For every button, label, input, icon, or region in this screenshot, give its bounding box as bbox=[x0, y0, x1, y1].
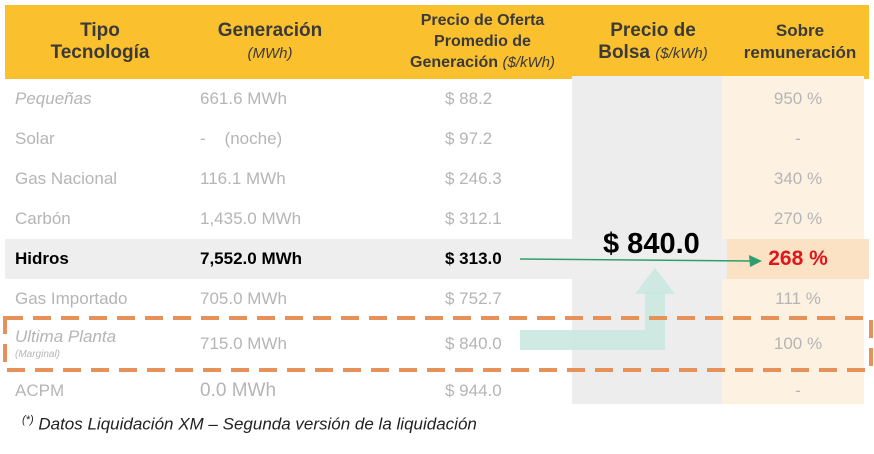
row-tech: Gas Importado bbox=[15, 289, 128, 308]
row-tech: Pequeñas bbox=[15, 89, 92, 108]
row-precio: $ 246.3 bbox=[445, 169, 502, 188]
row-generacion: 705.0 MWh bbox=[200, 289, 287, 308]
row-sobre: 270 % bbox=[773, 209, 823, 228]
row-sobre: - bbox=[795, 381, 801, 400]
row-precio: $ 313.0 bbox=[445, 249, 502, 268]
header-precio-oferta: Precio de Oferta Promedio de Generación … bbox=[390, 10, 575, 73]
hidros-arrow-head bbox=[749, 255, 762, 267]
table-row: Ultima Planta (Marginal) 715.0 MWh $ 840… bbox=[5, 324, 869, 364]
row-precio: $ 840.0 bbox=[445, 334, 502, 353]
row-generacion: - (noche) bbox=[200, 129, 283, 148]
row-precio: $ 97.2 bbox=[445, 129, 493, 148]
row-precio: $ 944.0 bbox=[445, 381, 502, 400]
header-tipo-tecnologia: Tipo Tecnología bbox=[50, 20, 150, 63]
row-tech: Hidros bbox=[15, 249, 69, 268]
row-generacion: 116.1 MWh bbox=[200, 169, 286, 188]
header-precio-bolsa-title: Precio de Bolsa bbox=[598, 20, 696, 63]
marginal-arrow-shaft bbox=[520, 292, 665, 350]
marginal-dashed-box bbox=[3, 316, 873, 372]
row-generacion: 7,552.0 MWh bbox=[200, 249, 303, 268]
row-generacion: 715.0 MWh bbox=[200, 334, 287, 353]
row-sobre: - bbox=[795, 129, 801, 148]
hidros-arrow-line bbox=[519, 258, 753, 262]
footnote-text: Datos Liquidación XM – Segunda versión d… bbox=[38, 414, 477, 434]
row-tech: Ultima Planta bbox=[15, 327, 117, 346]
row-precio: $ 312.1 bbox=[445, 209, 502, 228]
footnote: (*) Datos Liquidación XM – Segunda versi… bbox=[22, 414, 477, 435]
table-row: Gas Importado 705.0 MWh $ 752.7 111 % bbox=[5, 279, 869, 319]
row-precio: $ 88.2 bbox=[445, 89, 493, 108]
row-tech: Gas Nacional bbox=[15, 169, 118, 188]
table-row-highlight: Hidros 7,552.0 MWh $ 313.0 268 % bbox=[5, 239, 869, 279]
table-row: ACPM 0.0 MWh $ 944.0 - bbox=[5, 371, 869, 411]
row-tech: Solar bbox=[15, 129, 55, 148]
row-tech: ACPM bbox=[15, 381, 65, 400]
precio-bolsa-value: $ 840.0 bbox=[603, 228, 700, 260]
row-sobre: 340 % bbox=[773, 169, 823, 188]
marginal-arrow-head bbox=[635, 268, 675, 294]
row-generacion: 1,435.0 MWh bbox=[200, 209, 302, 228]
header-precio-bolsa-unit: ($/kWh) bbox=[655, 45, 708, 62]
header-sobre-remuneracion: Sobre remuneración bbox=[743, 21, 857, 62]
footnote-mark: (*) bbox=[22, 414, 34, 426]
row-sobre: 950 % bbox=[773, 89, 823, 108]
table-header: Tipo Tecnología Generación (MWh) Precio … bbox=[5, 5, 869, 79]
header-precio-bolsa: Precio de Bolsa ($/kWh) bbox=[583, 20, 723, 65]
header-generacion-title: Generación bbox=[217, 20, 323, 41]
header-precio-oferta-title: Precio de Oferta Promedio de Generación bbox=[410, 12, 545, 71]
row-precio: $ 752.7 bbox=[445, 289, 502, 308]
table-row: Solar - (noche) $ 97.2 - bbox=[5, 119, 869, 159]
header-generacion-unit: (MWh) bbox=[247, 45, 293, 62]
row-tech-note: (Marginal) bbox=[15, 349, 61, 360]
row-tech: Carbón bbox=[15, 209, 71, 228]
row-sobre: 111 % bbox=[775, 289, 821, 308]
table-row: Gas Nacional 116.1 MWh $ 246.3 340 % bbox=[5, 159, 869, 199]
row-generacion: 661.6 MWh bbox=[200, 89, 287, 108]
header-generacion: Generación (MWh) bbox=[200, 20, 340, 65]
header-precio-oferta-unit: ($/kWh) bbox=[502, 54, 555, 71]
table-row: Pequeñas 661.6 MWh $ 88.2 950 % bbox=[5, 79, 869, 119]
table-row: Carbón 1,435.0 MWh $ 312.1 270 % bbox=[5, 199, 869, 239]
row-sobre: 100 % bbox=[773, 334, 823, 353]
row-generacion: 0.0 MWh bbox=[200, 380, 277, 401]
